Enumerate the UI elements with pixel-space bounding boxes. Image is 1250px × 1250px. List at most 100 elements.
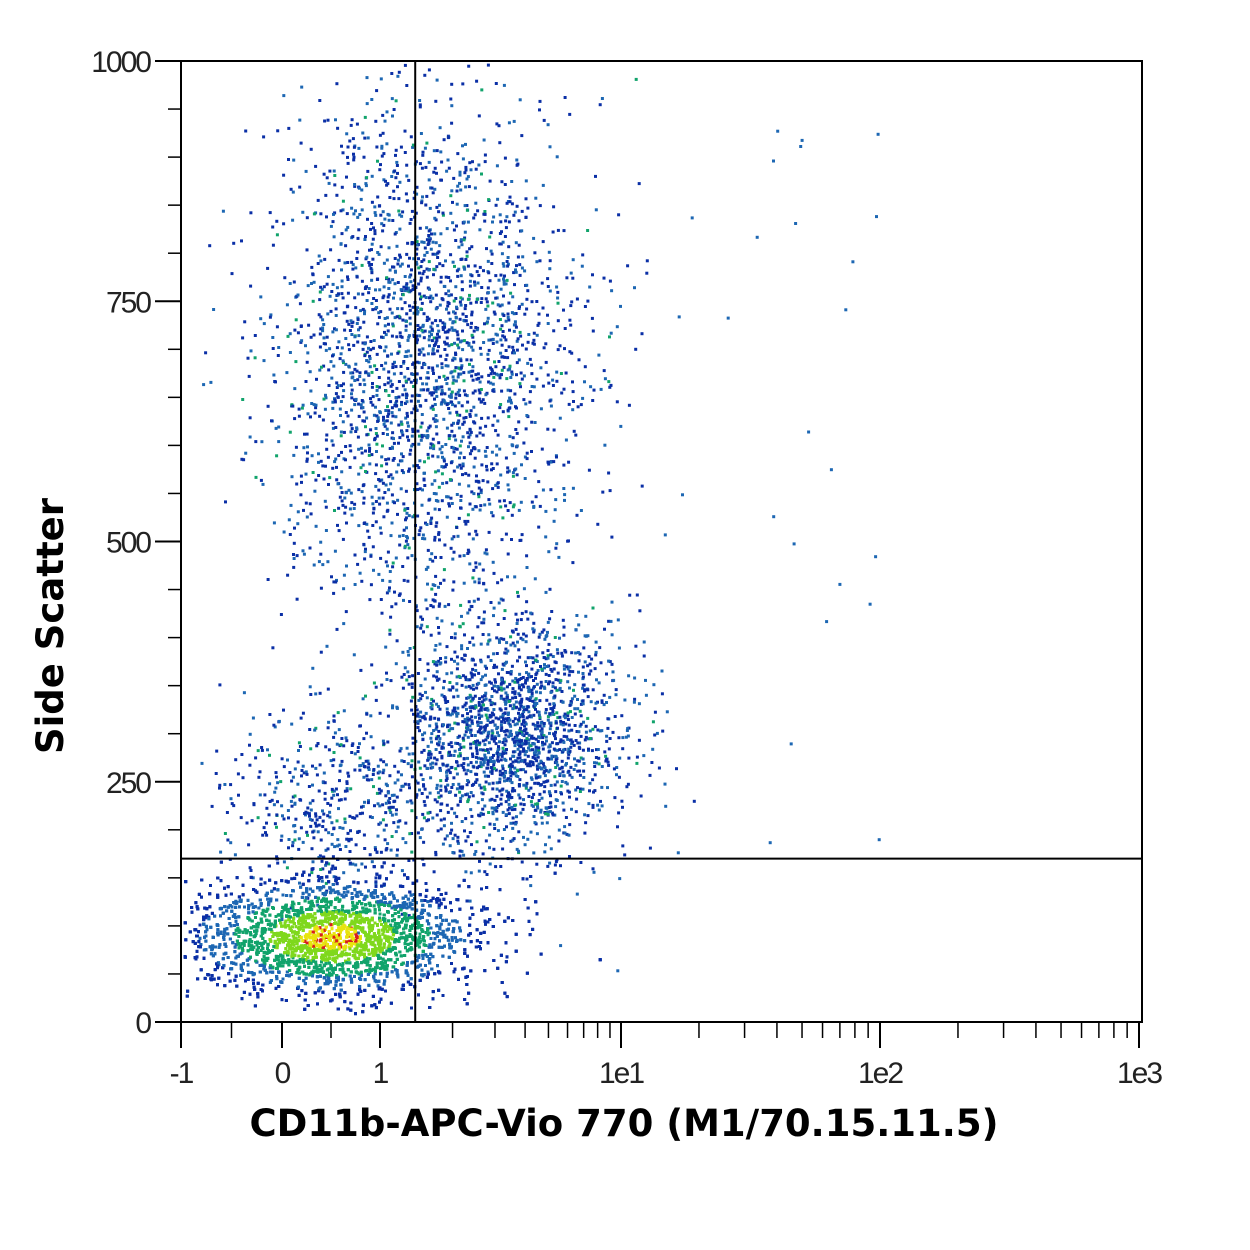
event-dot (462, 371, 466, 375)
event-dot (532, 236, 536, 240)
event-dot (287, 158, 290, 161)
event-dot (600, 700, 604, 704)
event-dot (475, 840, 479, 844)
event-dot (504, 282, 508, 286)
event-dot (562, 667, 566, 671)
event-dot (546, 715, 550, 719)
event-dot (324, 393, 327, 397)
event-dot (490, 737, 494, 741)
event-dot (602, 276, 606, 280)
event-dot (550, 811, 554, 815)
event-dot (518, 273, 522, 277)
event-dot (393, 232, 397, 236)
event-dot (291, 840, 295, 844)
event-dot (531, 661, 535, 665)
event-dot (526, 617, 530, 621)
event-dot (493, 827, 497, 830)
event-dot (548, 617, 552, 621)
event-dot (384, 794, 388, 798)
event-dot (534, 748, 538, 752)
event-dot (400, 307, 404, 311)
event-dot (434, 737, 438, 741)
event-dot (576, 741, 580, 745)
event-dot (526, 361, 530, 365)
event-dot (346, 275, 349, 279)
event-dot (455, 760, 458, 764)
event-dot (449, 279, 452, 283)
event-dot (462, 416, 466, 420)
event-dot (244, 129, 248, 133)
event-dot (553, 508, 557, 512)
event-dot (419, 526, 423, 530)
event-dot (410, 832, 414, 835)
event-dot (486, 480, 490, 484)
event-dot (400, 430, 404, 434)
event-dot (441, 211, 445, 215)
event-dot (411, 741, 415, 745)
event-dot (330, 842, 334, 846)
event-dot (562, 625, 566, 629)
event-dot (460, 614, 463, 618)
event-dot (424, 711, 428, 715)
event-dot (375, 368, 379, 371)
event-dot (520, 533, 524, 537)
event-dot (360, 805, 363, 809)
event-dot (633, 286, 636, 290)
event-dot (290, 877, 294, 881)
event-dot (344, 610, 348, 614)
event-dot (573, 724, 577, 727)
event-dot (463, 236, 467, 240)
event-dot (442, 465, 446, 469)
event-dot (275, 233, 279, 237)
event-dot (464, 168, 468, 172)
event-dot (545, 634, 549, 637)
event-dot (471, 658, 475, 662)
event-dot (578, 741, 582, 745)
event-dot (327, 831, 331, 835)
event-dot (476, 766, 479, 770)
event-dot (317, 254, 321, 258)
event-dot (326, 847, 330, 851)
event-dot (398, 534, 402, 538)
event-dot (363, 136, 367, 140)
event-dot (364, 257, 368, 261)
event-dot (397, 342, 401, 346)
event-dot (385, 142, 389, 146)
event-dot (480, 695, 484, 699)
event-dot (499, 403, 503, 406)
event-dot (498, 447, 502, 451)
event-dot (461, 705, 465, 709)
event-dot (440, 754, 444, 758)
event-dot (520, 377, 524, 381)
event-dot (331, 421, 335, 425)
event-dot (528, 748, 532, 752)
event-dot (330, 787, 334, 791)
event-dot (429, 762, 433, 766)
event-dot (452, 228, 456, 232)
event-dot (218, 683, 222, 687)
event-dot (400, 459, 404, 463)
event-dot (461, 714, 465, 718)
event-dot (500, 373, 503, 377)
event-dot (370, 242, 374, 246)
event-dot (337, 798, 341, 802)
event-dot (539, 721, 543, 725)
event-dot (259, 478, 263, 482)
event-dot (515, 622, 519, 625)
event-dot (502, 294, 505, 298)
event-dot (403, 63, 407, 67)
event-dot (311, 299, 315, 303)
event-dot (383, 330, 386, 334)
event-dot (312, 333, 316, 337)
event-dot (524, 427, 528, 431)
event-dot (483, 322, 486, 326)
event-dot (559, 738, 563, 742)
event-dot (321, 819, 325, 823)
event-dot (449, 461, 453, 465)
event-dot (313, 489, 317, 493)
event-dot (323, 781, 327, 785)
event-dot (474, 740, 478, 744)
event-dot (411, 736, 415, 740)
event-dot (549, 794, 552, 798)
event-dot (505, 201, 509, 205)
